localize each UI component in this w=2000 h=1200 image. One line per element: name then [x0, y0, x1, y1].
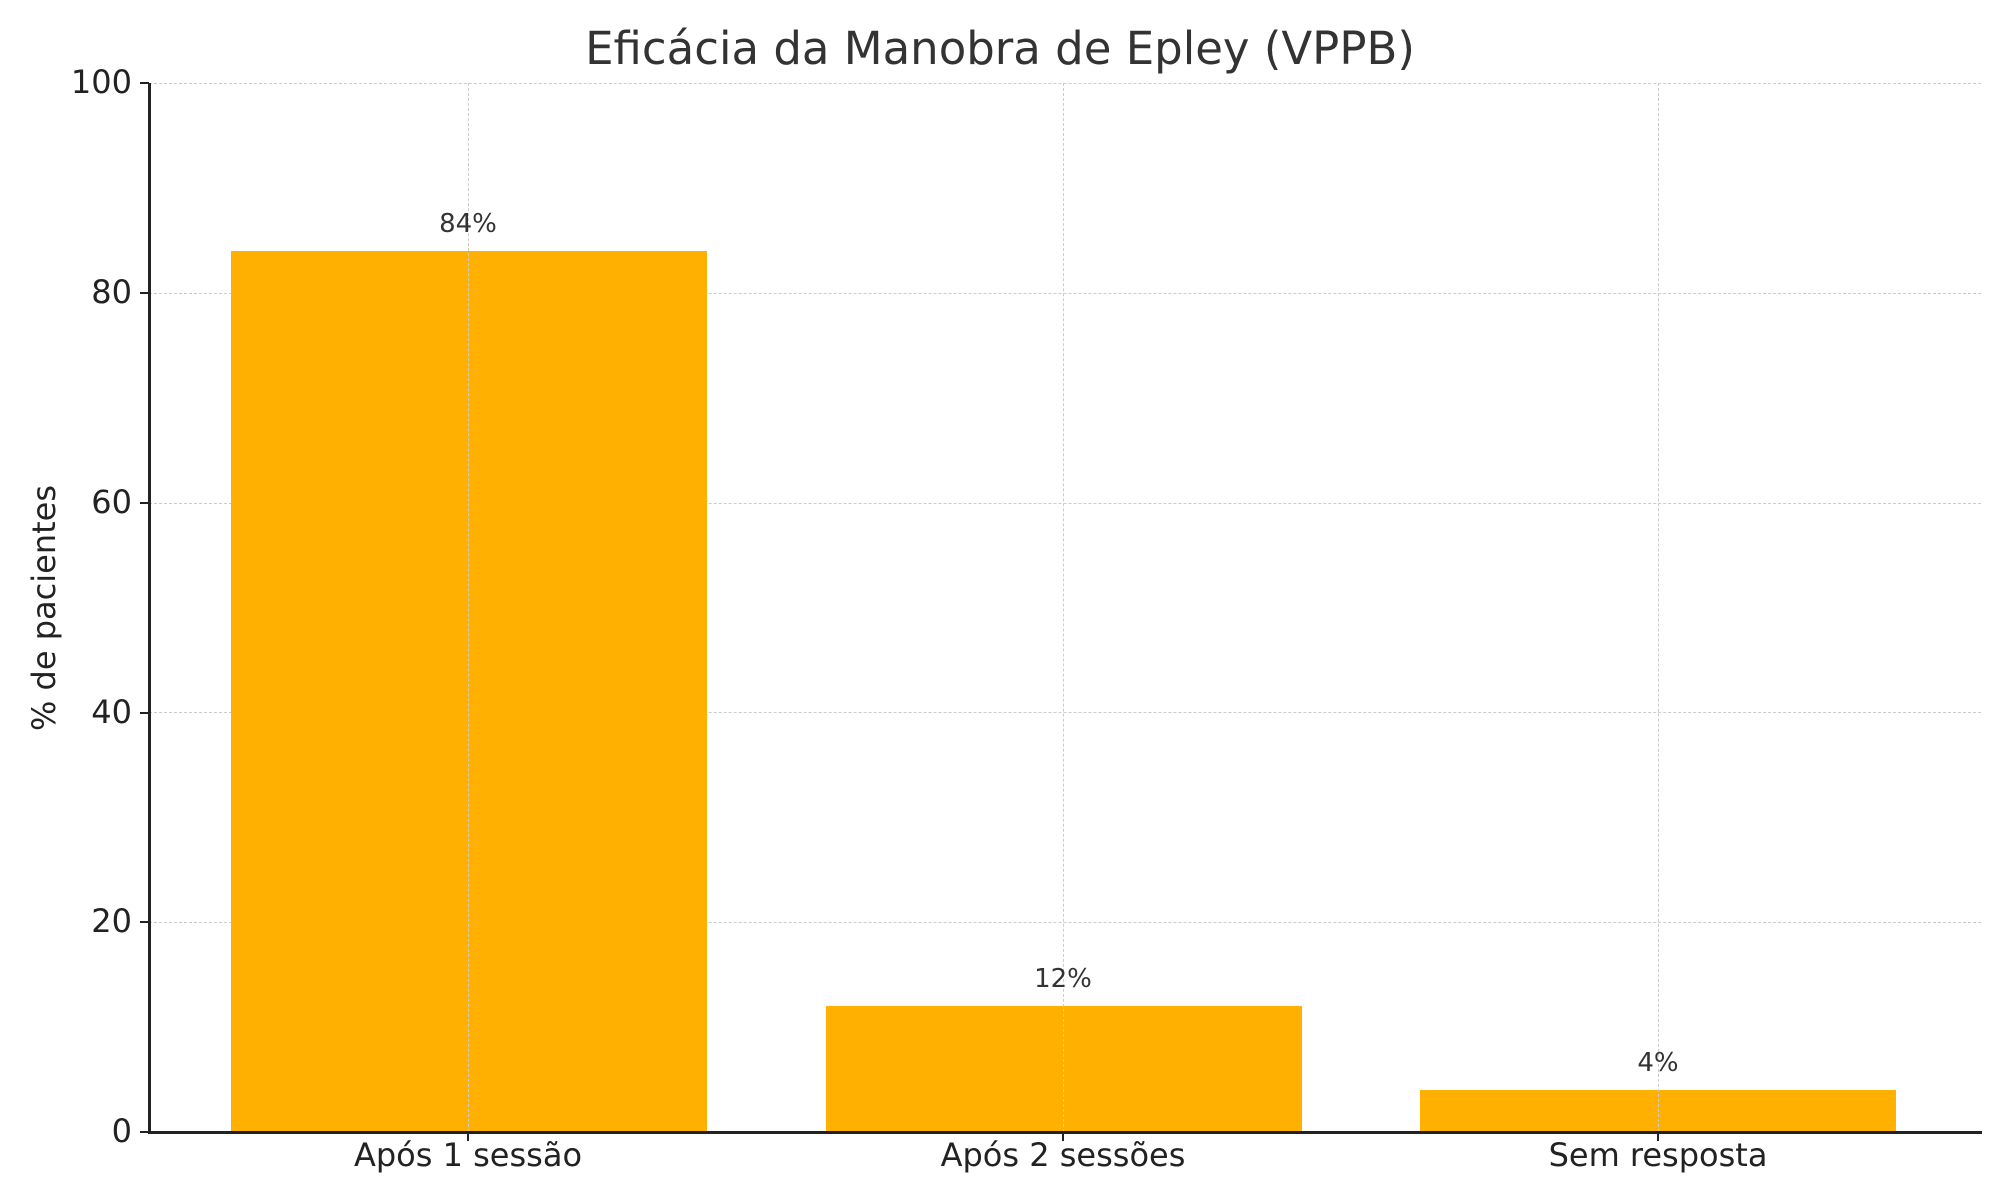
gridline-y-80 [149, 292, 1981, 294]
y-tick-0 [140, 1131, 149, 1133]
x-tick-1 [467, 1132, 469, 1141]
data-label-2: 12% [1034, 964, 1092, 994]
y-tick-label-60: 60 [91, 483, 132, 521]
bar-apos-1-sessao [231, 251, 707, 1132]
x-tick-3 [1657, 1132, 1659, 1141]
x-axis-line [148, 1131, 1982, 1134]
gridline-y-20 [149, 922, 1981, 924]
gridline-x-3 [1658, 83, 1659, 1132]
x-tick-2 [1062, 1132, 1064, 1141]
chart-title: Eficácia da Manobra de Epley (VPPB) [585, 22, 1415, 75]
x-tick-label-1: Após 1 sessão [353, 1136, 583, 1174]
y-tick-100 [140, 82, 149, 84]
gridline-y-100 [149, 83, 1981, 84]
data-label-3: 4% [1637, 1048, 1679, 1078]
data-label-1: 84% [439, 209, 497, 239]
y-tick-label-100: 100 [70, 63, 132, 101]
x-tick-label-3: Sem resposta [1548, 1136, 1768, 1174]
y-tick-label-0: 0 [111, 1112, 132, 1150]
y-tick-label-40: 40 [91, 693, 132, 731]
y-axis-label: % de pacientes [25, 484, 63, 732]
x-tick-label-2: Após 2 sessões [940, 1136, 1186, 1174]
gridline-x-2 [1063, 83, 1064, 1132]
y-tick-20 [140, 921, 149, 923]
gridline-y-60 [149, 502, 1981, 504]
bar-apos-2-sessoes [826, 1006, 1302, 1132]
gridline-x-1 [468, 83, 469, 1132]
y-tick-label-80: 80 [91, 273, 132, 311]
gridline-y-40 [149, 712, 1981, 714]
y-tick-label-20: 20 [91, 902, 132, 940]
y-tick-80 [140, 292, 149, 294]
y-tick-40 [140, 712, 149, 714]
y-tick-60 [140, 502, 149, 504]
y-axis-line [148, 83, 151, 1134]
plot-area: 84% 12% 4% [149, 83, 1981, 1132]
